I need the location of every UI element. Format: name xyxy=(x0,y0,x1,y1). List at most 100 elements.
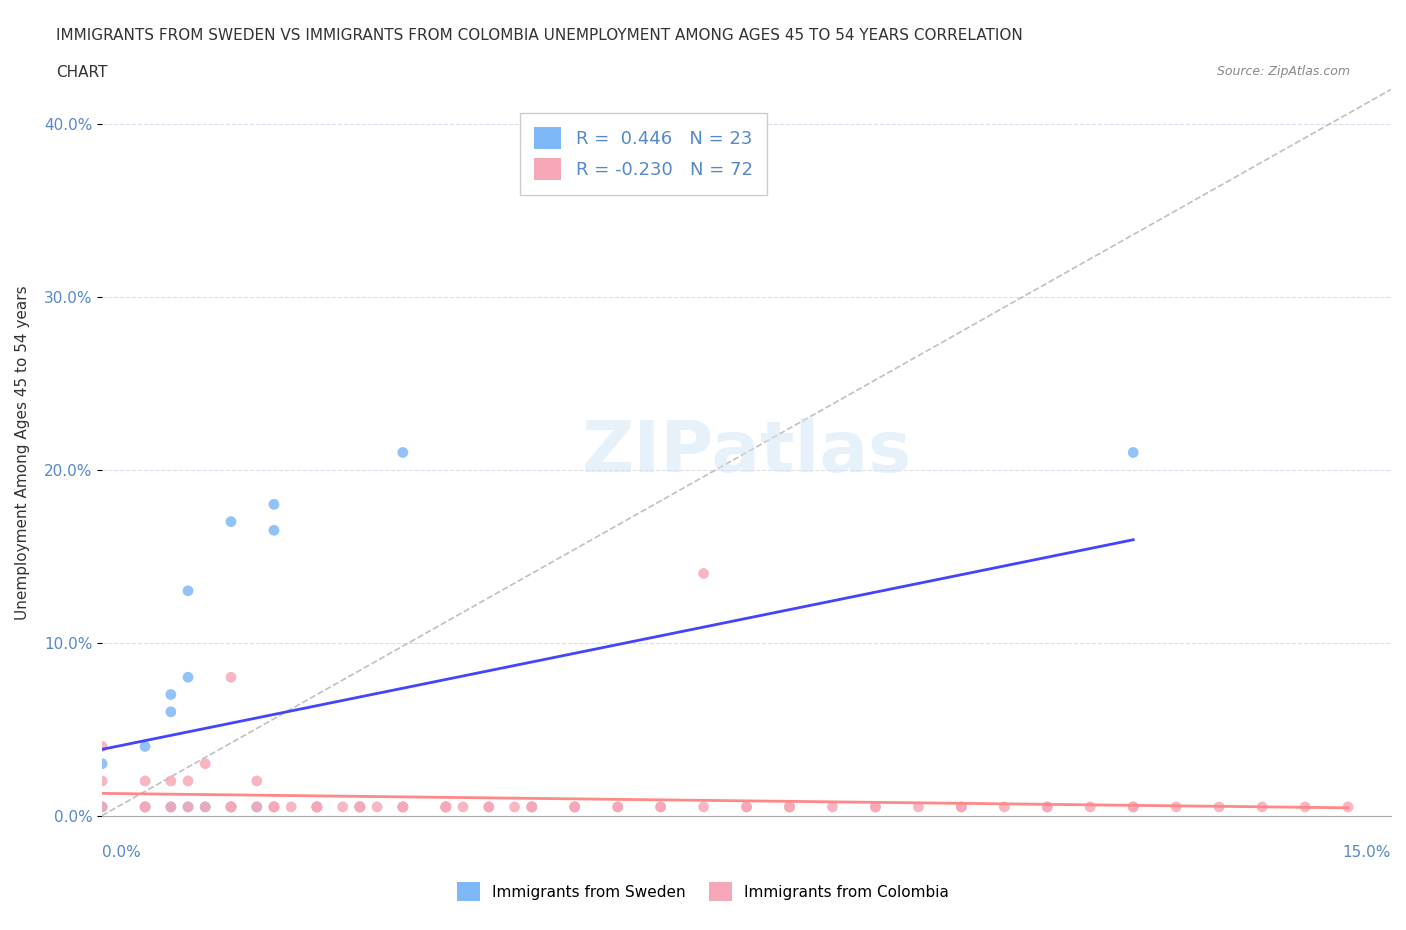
Point xyxy=(263,523,285,538)
Point xyxy=(177,800,200,815)
Legend: R =  0.446   N = 23, R = -0.230   N = 72: R = 0.446 N = 23, R = -0.230 N = 72 xyxy=(520,113,768,195)
Point xyxy=(1036,800,1059,815)
Point xyxy=(1294,800,1316,815)
Point xyxy=(246,774,269,789)
Point xyxy=(349,800,371,815)
Point xyxy=(349,800,371,815)
Point xyxy=(779,800,801,815)
Point xyxy=(779,800,801,815)
Point xyxy=(1251,800,1274,815)
Point xyxy=(280,800,302,815)
Point xyxy=(134,739,156,754)
Point xyxy=(134,800,156,815)
Point xyxy=(692,566,714,581)
Point xyxy=(564,800,586,815)
Point xyxy=(332,800,354,815)
Point xyxy=(194,800,217,815)
Point xyxy=(434,800,457,815)
Y-axis label: Unemployment Among Ages 45 to 54 years: Unemployment Among Ages 45 to 54 years xyxy=(15,286,30,619)
Point xyxy=(160,800,183,815)
Point xyxy=(219,670,242,684)
Point xyxy=(91,739,114,754)
Point xyxy=(160,704,183,719)
Point xyxy=(366,800,388,815)
Point xyxy=(950,800,973,815)
Text: ZIPatlas: ZIPatlas xyxy=(582,418,911,487)
Point xyxy=(650,800,672,815)
Point xyxy=(160,774,183,789)
Point xyxy=(219,514,242,529)
Point xyxy=(1122,800,1144,815)
Point xyxy=(177,583,200,598)
Point xyxy=(564,800,586,815)
Point xyxy=(134,774,156,789)
Point xyxy=(91,800,114,815)
Point xyxy=(1122,445,1144,460)
Point xyxy=(1337,800,1360,815)
Point xyxy=(219,800,242,815)
Point xyxy=(392,800,415,815)
Text: Source: ZipAtlas.com: Source: ZipAtlas.com xyxy=(1216,65,1350,78)
Point xyxy=(503,800,526,815)
Point xyxy=(606,800,628,815)
Point xyxy=(219,800,242,815)
Point xyxy=(735,800,758,815)
Point xyxy=(177,670,200,684)
Point xyxy=(907,800,929,815)
Point xyxy=(160,800,183,815)
Point xyxy=(134,800,156,815)
Point xyxy=(950,800,973,815)
Point xyxy=(305,800,328,815)
Point xyxy=(91,774,114,789)
Text: CHART: CHART xyxy=(56,65,108,80)
Point xyxy=(478,800,501,815)
Point xyxy=(305,800,328,815)
Point xyxy=(219,800,242,815)
Point xyxy=(520,800,543,815)
Point xyxy=(1036,800,1059,815)
Point xyxy=(692,800,714,815)
Point xyxy=(91,756,114,771)
Point xyxy=(177,800,200,815)
Point xyxy=(779,800,801,815)
Point xyxy=(821,800,844,815)
Point xyxy=(564,800,586,815)
Point xyxy=(1208,800,1230,815)
Point xyxy=(349,800,371,815)
Point xyxy=(478,800,501,815)
Point xyxy=(91,800,114,815)
Point xyxy=(451,800,474,815)
Point xyxy=(246,800,269,815)
Point xyxy=(434,800,457,815)
Point xyxy=(606,800,628,815)
Point xyxy=(650,800,672,815)
Point xyxy=(305,800,328,815)
Point xyxy=(1122,800,1144,815)
Point xyxy=(263,800,285,815)
Point xyxy=(392,800,415,815)
Point xyxy=(219,800,242,815)
Point xyxy=(305,800,328,815)
Point xyxy=(263,497,285,512)
Point xyxy=(993,800,1015,815)
Point xyxy=(1166,800,1188,815)
Text: 15.0%: 15.0% xyxy=(1343,844,1391,859)
Point xyxy=(865,800,887,815)
Point xyxy=(1078,800,1101,815)
Point xyxy=(194,800,217,815)
Point xyxy=(392,800,415,815)
Point xyxy=(349,800,371,815)
Text: IMMIGRANTS FROM SWEDEN VS IMMIGRANTS FROM COLOMBIA UNEMPLOYMENT AMONG AGES 45 TO: IMMIGRANTS FROM SWEDEN VS IMMIGRANTS FRO… xyxy=(56,28,1024,43)
Point xyxy=(194,756,217,771)
Point xyxy=(177,774,200,789)
Point xyxy=(160,687,183,702)
Point xyxy=(735,800,758,815)
Point xyxy=(520,800,543,815)
Point xyxy=(263,800,285,815)
Point xyxy=(520,800,543,815)
Point xyxy=(434,800,457,815)
Point xyxy=(134,800,156,815)
Point xyxy=(434,800,457,815)
Point xyxy=(263,800,285,815)
Text: 0.0%: 0.0% xyxy=(103,844,141,859)
